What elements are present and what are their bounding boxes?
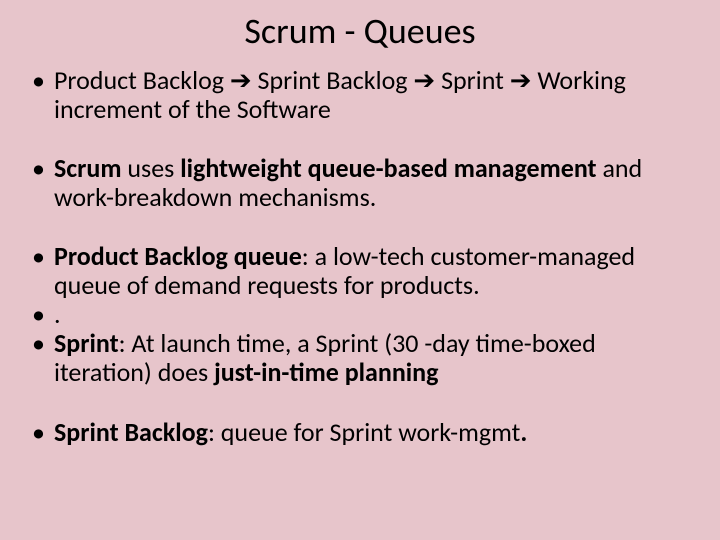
slide: Scrum - Queues Product Backlog ➔ Sprint … (0, 0, 720, 540)
bullet-list: Product Backlog ➔ Sprint Backlog ➔ Sprin… (28, 66, 692, 447)
slide-title: Scrum - Queues (28, 12, 692, 52)
bullet-item: Product Backlog ➔ Sprint Backlog ➔ Sprin… (28, 66, 692, 124)
bullet-item: Scrum uses lightweight queue-based manag… (28, 154, 692, 212)
bullet-item: Sprint Backlog: queue for Sprint work-mg… (28, 418, 692, 447)
spacer (28, 388, 692, 418)
bullet-item: Sprint: At launch time, a Sprint (30 -da… (28, 329, 692, 387)
bullet-item: . (28, 300, 692, 329)
spacer (28, 212, 692, 242)
bullet-item: Product Backlog queue: a low-tech custom… (28, 242, 692, 300)
spacer (28, 124, 692, 154)
